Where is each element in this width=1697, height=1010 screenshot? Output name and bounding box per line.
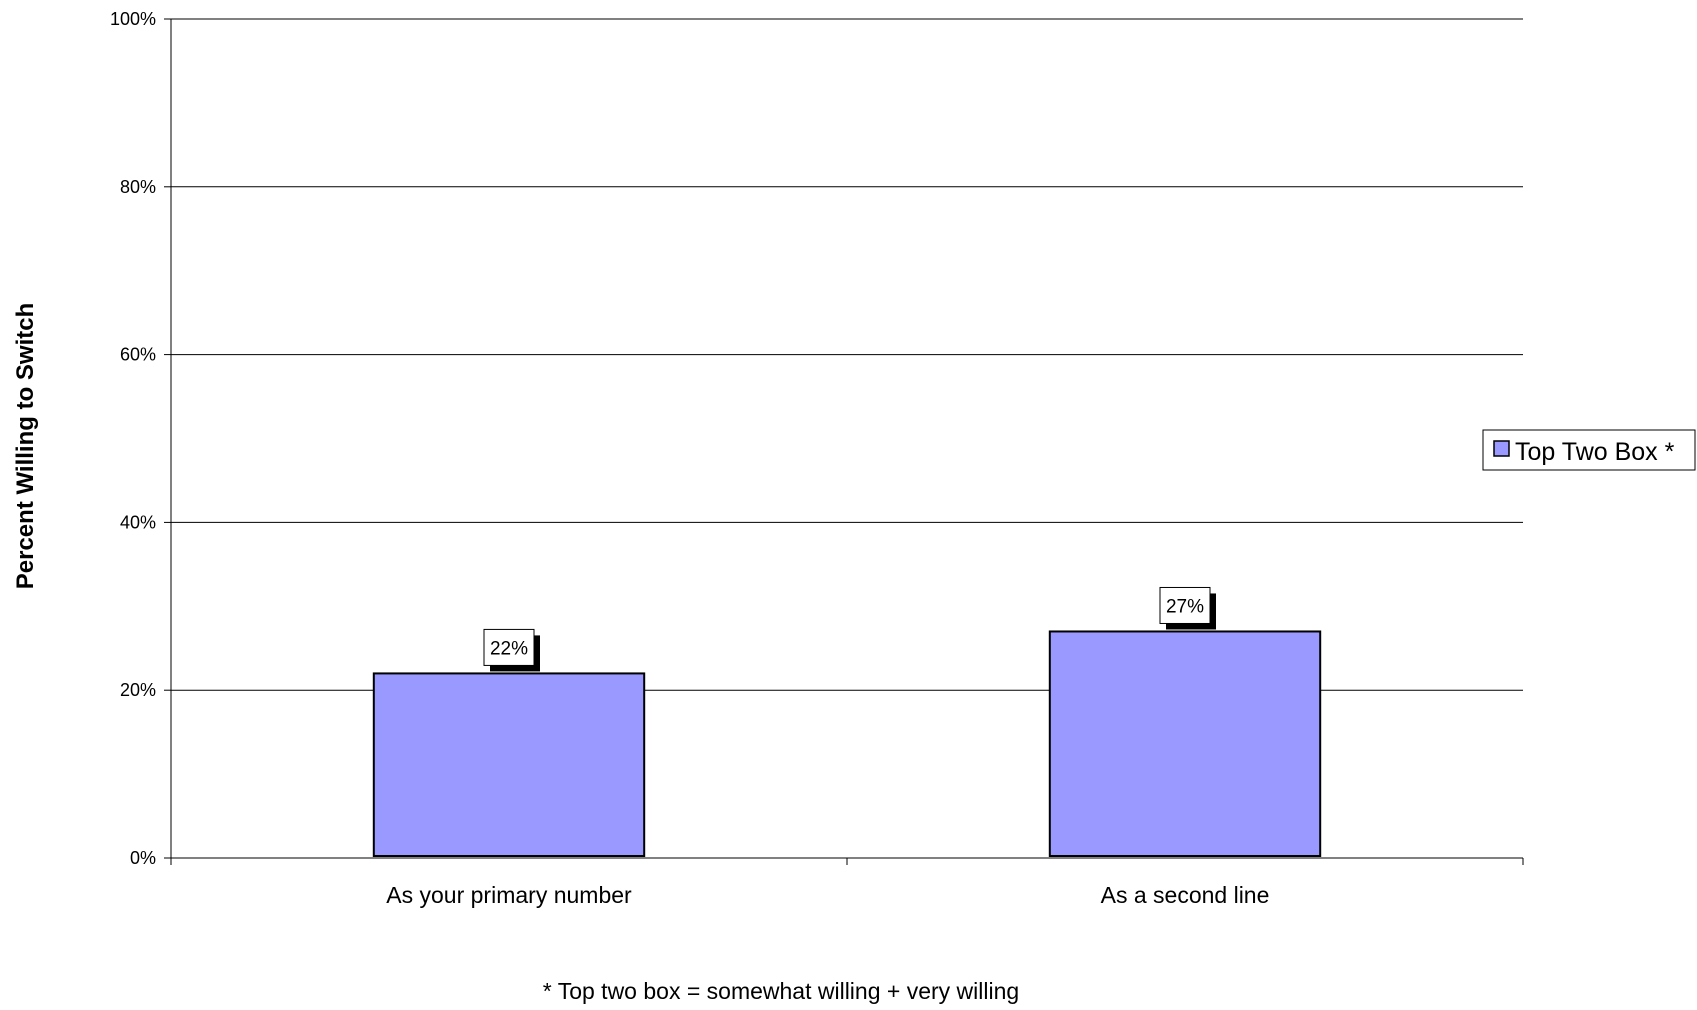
bars [372, 630, 1322, 857]
data-label: 22% [490, 638, 528, 659]
data-labels: 22% 27% [483, 586, 1216, 672]
y-tick-label: 40% [120, 512, 156, 532]
footnote: * Top two box = somewhat willing + very … [543, 978, 1019, 1004]
y-axis-title: Percent Willing to Switch [12, 303, 39, 589]
y-axis-ticks: 0% 20% 40% 60% 80% 100% [110, 9, 171, 868]
bar [1048, 630, 1322, 857]
y-tick-label: 0% [130, 848, 156, 868]
data-label-box [483, 628, 535, 666]
legend: Top Two Box * [1482, 429, 1696, 471]
legend-label: Top Two Box * [1515, 438, 1675, 466]
data-label-box [1159, 586, 1211, 624]
x-category-label: As your primary number [386, 882, 632, 908]
y-tick-label: 60% [120, 345, 156, 365]
y-tick-label: 20% [120, 680, 156, 700]
y-tick-label: 80% [120, 177, 156, 197]
y-tick-label: 100% [110, 9, 156, 29]
gridlines [171, 18, 1523, 691]
bar [372, 672, 646, 857]
x-category-label: As a second line [1101, 882, 1270, 908]
data-label: 27% [1166, 596, 1204, 617]
legend-box [1482, 429, 1696, 471]
x-axis-ticks: As your primary number As a second line [170, 858, 1524, 908]
legend-swatch [1493, 440, 1510, 457]
